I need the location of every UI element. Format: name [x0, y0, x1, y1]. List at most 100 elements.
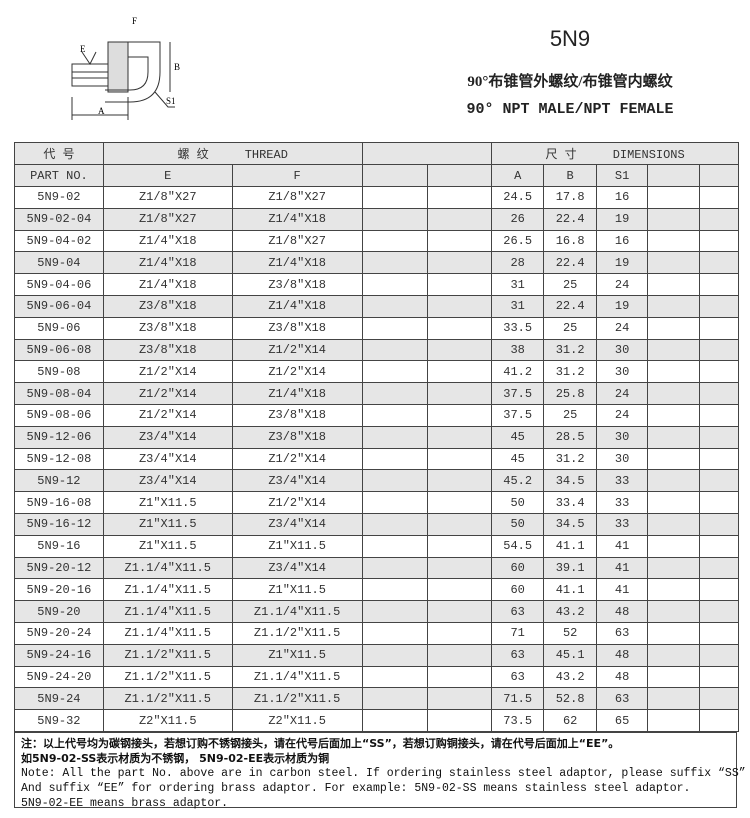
table-row: 5N9-12-08 Z3/4″X14 Z1/2″X14 45 31.2 30 — [14, 447, 740, 471]
cell-b: 41.1 — [543, 534, 598, 558]
cell-s1: 24 — [596, 382, 649, 405]
cell-b: 45.1 — [543, 643, 598, 667]
cell-b: 22.4 — [543, 207, 598, 231]
header-f: F — [231, 164, 363, 187]
cell-f: Z3/8″X18 — [231, 425, 363, 449]
cell-s1: 33 — [596, 469, 649, 493]
table-row: 5N9-02 Z1/8″X27 Z1/8″X27 24.5 17.8 16 — [14, 186, 740, 209]
cell-s1: 63 — [596, 687, 649, 711]
cell-s1: 33 — [596, 512, 649, 536]
cell-b: 33.4 — [543, 491, 598, 514]
label-s1: S1 — [166, 96, 176, 106]
cell-part-no: 5N9-02 — [14, 186, 104, 209]
cell-a: 38 — [491, 338, 545, 362]
cell-f: Z1.1/2″X11.5 — [231, 621, 363, 645]
label-e: E — [80, 44, 86, 54]
table-row: 5N9-02-04 Z1/8″X27 Z1/4″X18 26 22.4 19 — [14, 207, 740, 231]
cell-e: Z1/8″X27 — [102, 186, 233, 209]
cell-a: 24.5 — [491, 186, 545, 209]
cell-part-no: 5N9-06-04 — [14, 294, 104, 318]
title-en: 90° NPT MALE/NPT FEMALE — [466, 101, 674, 118]
cell-e: Z1/4″X18 — [102, 273, 233, 296]
cell-s1: 24 — [596, 316, 649, 340]
cell-a: 63 — [491, 600, 545, 623]
table-row: 5N9-12 Z3/4″X14 Z3/4″X14 45.2 34.5 33 — [14, 469, 740, 493]
cell-s1: 41 — [596, 534, 649, 558]
cell-a: 26 — [491, 207, 545, 231]
cell-b: 17.8 — [543, 186, 598, 209]
note-cn-2: 如5N9-02-SS表示材质为不锈钢， 5N9-02-EE表示材质为铜 — [21, 752, 330, 765]
cell-s1: 48 — [596, 665, 649, 689]
cell-b: 39.1 — [543, 556, 598, 580]
cell-s1: 63 — [596, 621, 649, 645]
cell-b: 22.4 — [543, 294, 598, 318]
cell-a: 60 — [491, 556, 545, 580]
cell-f: Z1″X11.5 — [231, 534, 363, 558]
dimensions-table: 代 号 螺 纹 THREAD 尺 寸 DIMENSIONS PART NO. E… — [14, 142, 740, 732]
cell-part-no: 5N9-24-16 — [14, 643, 104, 667]
cell-part-no: 5N9-08 — [14, 360, 104, 384]
table-row: 5N9-08-04 Z1/2″X14 Z1/4″X18 37.5 25.8 24 — [14, 382, 740, 405]
table-row: 5N9-04-02 Z1/4″X18 Z1/8″X27 26.5 16.8 16 — [14, 229, 740, 253]
cell-b: 25 — [543, 403, 598, 427]
cell-part-no: 5N9-12-06 — [14, 425, 104, 449]
cell-f: Z3/8″X18 — [231, 273, 363, 296]
cell-a: 45 — [491, 425, 545, 449]
fitting-diagram: F E B S1 A — [71, 16, 180, 120]
cell-s1: 16 — [596, 229, 649, 253]
cell-s1: 19 — [596, 251, 649, 275]
notes: 注：以上代号均为碳钢接头，若想订购不锈钢接头，请在代号后面加上“SS”，若想订购… — [14, 732, 750, 810]
cell-a: 33.5 — [491, 316, 545, 340]
cell-s1: 30 — [596, 338, 649, 362]
cell-f: Z3/4″X14 — [231, 556, 363, 580]
cell-s1: 19 — [596, 294, 649, 318]
cell-b: 52 — [543, 621, 598, 645]
cell-e: Z1.1/2″X11.5 — [102, 665, 233, 689]
cell-part-no: 5N9-08-04 — [14, 382, 104, 405]
cell-part-no: 5N9-24 — [14, 687, 104, 711]
cell-s1: 33 — [596, 491, 649, 514]
cell-f: Z1/2″X14 — [231, 447, 363, 471]
note-cn-1: 注：以上代号均为碳钢接头，若想订购不锈钢接头，请在代号后面加上“SS”，若想订购… — [21, 737, 620, 750]
cell-f: Z1.1/4″X11.5 — [231, 600, 363, 623]
cell-e: Z3/8″X18 — [102, 338, 233, 362]
product-code: 5N9 — [549, 26, 591, 51]
cell-a: 26.5 — [491, 229, 545, 253]
cell-a: 71 — [491, 621, 545, 645]
cell-part-no: 5N9-12-08 — [14, 447, 104, 471]
cell-f: Z3/8″X18 — [231, 316, 363, 340]
table-row: 5N9-04 Z1/4″X18 Z1/4″X18 28 22.4 19 — [14, 251, 740, 275]
cell-f: Z1.1/2″X11.5 — [231, 687, 363, 711]
cell-s1: 30 — [596, 360, 649, 384]
cell-f: Z1″X11.5 — [231, 578, 363, 602]
cell-e: Z3/4″X14 — [102, 469, 233, 493]
cell-b: 41.1 — [543, 578, 598, 602]
cell-a: 63 — [491, 643, 545, 667]
table-row: 5N9-24-16 Z1.1/2″X11.5 Z1″X11.5 63 45.1 48 — [14, 643, 740, 667]
cell-s1: 30 — [596, 447, 649, 471]
cell-e: Z3/4″X14 — [102, 447, 233, 471]
cell-e: Z1.1/4″X11.5 — [102, 578, 233, 602]
cell-part-no: 5N9-08-06 — [14, 403, 104, 427]
cell-e: Z1.1/4″X11.5 — [102, 621, 233, 645]
cell-b: 62 — [543, 709, 598, 732]
cell-part-no: 5N9-04-06 — [14, 273, 104, 296]
cell-e: Z1.1/2″X11.5 — [102, 643, 233, 667]
cell-b: 25 — [543, 273, 598, 296]
cell-b: 43.2 — [543, 600, 598, 623]
cell-a: 54.5 — [491, 534, 545, 558]
cell-s1: 24 — [596, 403, 649, 427]
cell-s1: 65 — [596, 709, 649, 732]
table-row: 5N9-16 Z1″X11.5 Z1″X11.5 54.5 41.1 41 — [14, 534, 740, 558]
cell-a: 37.5 — [491, 382, 545, 405]
table-row: 5N9-12-06 Z3/4″X14 Z3/8″X18 45 28.5 30 — [14, 425, 740, 449]
cell-s1: 30 — [596, 425, 649, 449]
cell-e: Z3/4″X14 — [102, 425, 233, 449]
cell-e: Z1/2″X14 — [102, 360, 233, 384]
cell-b: 52.8 — [543, 687, 598, 711]
note-en-3: 5N9-02-EE means brass adaptor. — [21, 797, 229, 810]
note-en-1: Note: All the part No. above are in carb… — [21, 767, 750, 780]
cell-part-no: 5N9-20-12 — [14, 556, 104, 580]
cell-e: Z1/8″X27 — [102, 207, 233, 231]
cell-a: 63 — [491, 665, 545, 689]
